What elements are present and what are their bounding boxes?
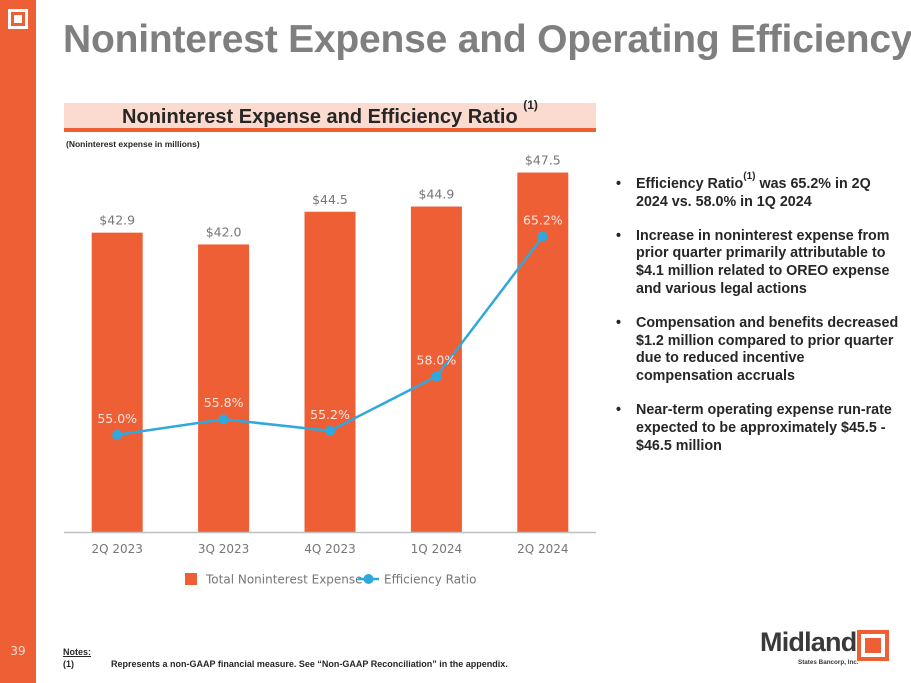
bullet-item: Compensation and benefits decreased $1.2… bbox=[616, 315, 901, 386]
efficiency-ratio-label: 55.8% bbox=[204, 395, 244, 410]
x-tick-label: 4Q 2023 bbox=[304, 542, 355, 556]
bar-data-label: $47.5 bbox=[525, 153, 561, 168]
x-tick-label: 2Q 2024 bbox=[517, 542, 568, 556]
efficiency-ratio-point bbox=[112, 429, 123, 440]
efficiency-ratio-point bbox=[431, 371, 442, 382]
footnote-text: Represents a non-GAAP financial measure.… bbox=[111, 659, 508, 669]
bar-data-label: $42.9 bbox=[99, 213, 135, 228]
legend-swatch-bar bbox=[185, 573, 197, 585]
company-logo: Midland States Bancorp, Inc. bbox=[758, 627, 898, 672]
bullet-item: Efficiency Ratio(1) was 65.2% in 2Q 2024… bbox=[616, 172, 901, 212]
page-number: 39 bbox=[10, 644, 26, 658]
bar-total-noninterest-expense bbox=[410, 206, 462, 532]
logo-wordmark: Midland bbox=[760, 627, 857, 657]
efficiency-ratio-point bbox=[218, 414, 229, 425]
footnote-row: (1) Represents a non-GAAP financial meas… bbox=[63, 659, 508, 669]
footnote-number: (1) bbox=[63, 659, 74, 669]
efficiency-ratio-point bbox=[325, 425, 335, 436]
bar-data-label: $42.0 bbox=[206, 224, 242, 239]
x-tick-label: 2Q 2023 bbox=[91, 542, 142, 556]
efficiency-ratio-label: 65.2% bbox=[523, 212, 563, 227]
efficiency-ratio-point bbox=[537, 231, 548, 242]
x-tick-label: 1Q 2024 bbox=[411, 542, 462, 556]
notes-title: Notes: bbox=[63, 647, 92, 657]
sidebar-accent-bar: 39 bbox=[0, 0, 36, 683]
efficiency-ratio-label: 55.0% bbox=[97, 411, 137, 426]
bar-data-label: $44.5 bbox=[312, 192, 348, 207]
bullet-list: Efficiency Ratio(1) was 65.2% in 2Q 2024… bbox=[616, 172, 901, 471]
x-tick-label: 3Q 2023 bbox=[198, 542, 249, 556]
efficiency-ratio-label: 58.0% bbox=[417, 352, 457, 367]
bar-total-noninterest-expense bbox=[304, 211, 356, 532]
legend-swatch-marker bbox=[363, 574, 374, 584]
bar-data-label: $44.9 bbox=[419, 187, 455, 202]
efficiency-ratio-label: 55.2% bbox=[310, 407, 350, 422]
bullet-item: Near-term operating expense run-rate exp… bbox=[616, 402, 901, 455]
footnote-ref: (1) bbox=[743, 171, 756, 182]
chart-subtitle: (Noninterest expense in millions) bbox=[66, 139, 200, 149]
footnotes: Notes: (1) Represents a non-GAAP financi… bbox=[63, 647, 508, 669]
logo-square-icon bbox=[857, 630, 889, 661]
brand-square-icon bbox=[8, 9, 28, 29]
legend-label-expense: Total Noninterest Expense bbox=[205, 573, 363, 587]
bar-total-noninterest-expense bbox=[91, 232, 143, 532]
legend-label-efficiency: Efficiency Ratio bbox=[384, 573, 476, 587]
slide-title: Noninterest Expense and Operating Effici… bbox=[63, 18, 911, 61]
bar-total-noninterest-expense bbox=[198, 244, 250, 532]
logo-subtitle: States Bancorp, Inc. bbox=[798, 659, 859, 666]
bullet-item: Increase in noninterest expense from pri… bbox=[616, 228, 901, 299]
chart-title-footnote-ref: (1) bbox=[523, 98, 538, 112]
chart-header: Noninterest Expense and Efficiency Ratio… bbox=[64, 99, 596, 132]
chart-title: Noninterest Expense and Efficiency Ratio bbox=[122, 106, 518, 128]
